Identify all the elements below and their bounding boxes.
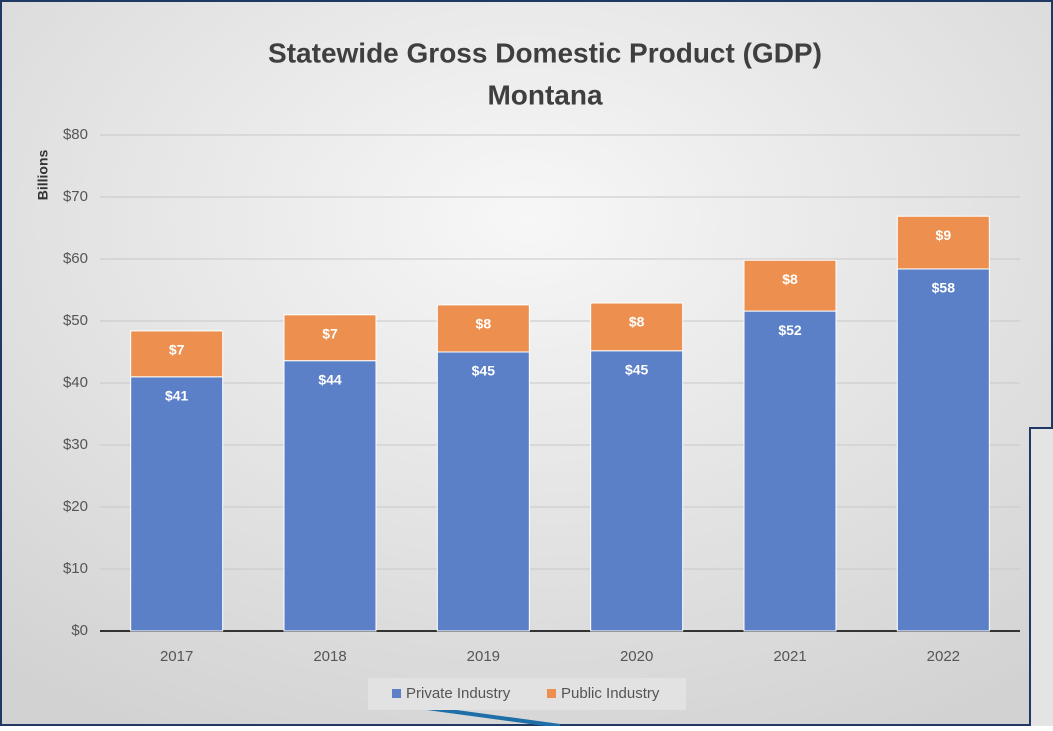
bar-segment (283, 360, 377, 632)
x-tick-label: 2020 (620, 648, 653, 665)
y-tick-label: $70 (63, 188, 88, 205)
y-tick-label: $20 (63, 498, 88, 515)
x-tick-label: 2018 (313, 648, 346, 665)
legend-label: Private Industry (406, 685, 511, 702)
y-tick-label: $80 (63, 126, 88, 143)
value-label: $9 (936, 227, 952, 243)
y-tick-label: $30 (63, 436, 88, 453)
value-label: $58 (932, 280, 956, 296)
bar-segment (130, 330, 224, 378)
value-label: $8 (476, 316, 492, 332)
chart-title: Statewide Gross Domestic Product (GDP) (268, 37, 822, 68)
value-label: $7 (322, 326, 338, 342)
bar-segment (130, 376, 224, 632)
value-label: $52 (778, 322, 802, 338)
bar-segment (590, 350, 684, 632)
bar-segment (590, 302, 684, 352)
bar-segment (896, 215, 990, 270)
y-tick-label: $50 (63, 312, 88, 329)
bar-segment (896, 268, 990, 632)
bar-segment (283, 314, 377, 362)
x-tick-label: 2022 (927, 648, 960, 665)
x-tick-label: 2021 (773, 648, 806, 665)
bar-segment (743, 310, 837, 632)
value-label: $7 (169, 342, 185, 358)
chart-subtitle: Montana (487, 79, 603, 110)
value-label: $8 (782, 271, 798, 287)
legend-label: Public Industry (561, 685, 660, 702)
y-tick-label: $40 (63, 374, 88, 391)
legend-box (368, 678, 686, 710)
y-tick-label: $10 (63, 560, 88, 577)
value-label: $45 (625, 361, 649, 377)
value-label: $8 (629, 314, 645, 330)
bar-segment (436, 304, 530, 353)
legend-swatch (547, 689, 556, 698)
x-tick-label: 2019 (467, 648, 500, 665)
bar-segment (743, 259, 837, 312)
y-axis-label: Billions (35, 150, 51, 201)
y-tick-label: $60 (63, 250, 88, 267)
value-label: $45 (472, 363, 496, 379)
legend-swatch (392, 689, 401, 698)
value-label: $41 (165, 388, 189, 404)
bar-segment (436, 351, 530, 632)
adjacent-chart-edge (1029, 427, 1053, 729)
x-tick-label: 2017 (160, 648, 193, 665)
y-tick-label: $0 (71, 622, 88, 639)
value-label: $44 (318, 371, 342, 387)
